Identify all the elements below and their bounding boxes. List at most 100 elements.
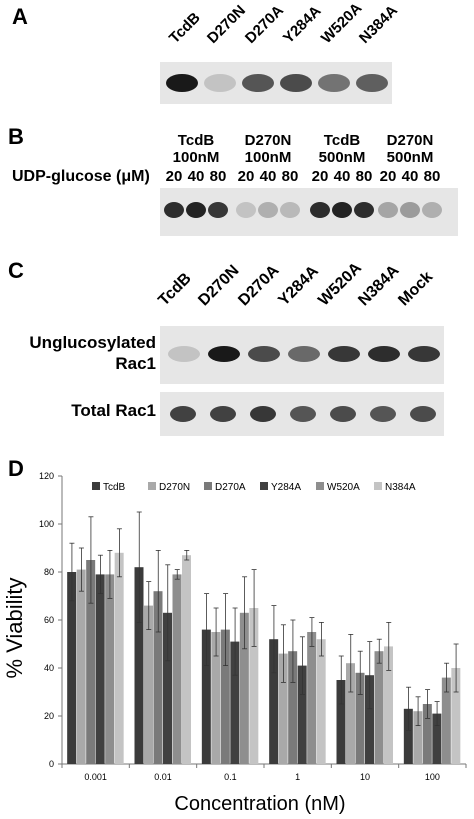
legend-label-tcdb: TcdB — [103, 482, 126, 493]
panel-c-lane-w520a: W520A — [315, 259, 366, 310]
panel-a-band — [356, 74, 388, 92]
panel-b-band — [310, 202, 330, 218]
y-tick-label: 60 — [44, 615, 54, 625]
unglucosylated-rac1-band — [168, 346, 200, 362]
panel-b-group-conc: 100nM — [172, 149, 220, 166]
panel-b-group-name: D270N — [386, 132, 434, 149]
unglucosylated-rac1-band — [208, 346, 240, 362]
bar-y284a — [432, 713, 442, 764]
unglucosylated-rac1-band — [328, 346, 360, 362]
legend-swatch-d270n — [148, 482, 156, 490]
panel-b-dose-label: 80 — [281, 168, 299, 185]
y-tick-label: 0 — [49, 759, 54, 769]
bar-n384a — [182, 555, 191, 764]
panel-b-band — [422, 202, 442, 218]
bar-d270n — [76, 569, 86, 764]
y-tick-label: 120 — [39, 471, 54, 481]
unglucosylated-rac1-band — [368, 346, 400, 362]
panel-b-blot — [160, 188, 458, 236]
bar-w520a — [172, 574, 182, 764]
bar-d270a — [153, 591, 163, 764]
bar-d270a — [422, 704, 432, 764]
panel-c-lane-d270a: D270A — [235, 262, 283, 310]
panel-b-dose-label: 80 — [209, 168, 227, 185]
panel-b-dose-label: 40 — [187, 168, 205, 185]
x-tick-label: 10 — [360, 772, 370, 782]
chart-bars — [67, 511, 461, 764]
bar-tcdb — [336, 680, 346, 764]
panel-b-group-conc: 500nM — [318, 149, 366, 166]
panel-b-dose-label: 40 — [401, 168, 419, 185]
bar-w520a — [239, 612, 249, 764]
panel-c-total-blot — [160, 392, 444, 436]
x-tick-label: 0.1 — [224, 772, 237, 782]
panel-b-band — [164, 202, 184, 218]
panel-b-band — [208, 202, 228, 218]
x-axis-label: Concentration (nM) — [174, 793, 345, 815]
panel-b-dose-label: 20 — [237, 168, 255, 185]
panel-b-band — [280, 202, 300, 218]
unglucosylated-rac1-band — [408, 346, 440, 362]
panel-a-blot — [160, 62, 392, 104]
bar-n384a — [316, 639, 326, 764]
panel-b-group-name: D270N — [244, 132, 292, 149]
bar-w520a — [307, 632, 317, 764]
panel-b-band — [400, 202, 420, 218]
panel-a-lane-y284a: Y284A — [279, 2, 325, 48]
bar-tcdb — [403, 708, 413, 764]
legend-swatch-tcdb — [92, 482, 100, 490]
panel-a-band — [204, 74, 236, 92]
total-rac1-band — [370, 406, 396, 422]
legend-label-y284a: Y284A — [271, 482, 301, 493]
panel-a-band — [242, 74, 274, 92]
panel-b-band — [258, 202, 278, 218]
bar-tcdb — [269, 639, 279, 764]
panel-a-lane-d270n: D270N — [203, 1, 250, 47]
bar-y284a — [297, 665, 307, 764]
total-rac1-band — [170, 406, 196, 422]
panel-a-band — [318, 74, 350, 92]
y-tick-label: 80 — [44, 567, 54, 577]
total-rac1-band — [330, 406, 356, 422]
viability-bar-chart: TcdB D270N D270A Y284A W520A N384A 0 20 40 60 80 1… — [2, 471, 467, 815]
bar-y284a — [230, 641, 240, 764]
panel-b-dose-label: 20 — [165, 168, 183, 185]
bar-d270n — [144, 605, 153, 764]
panel-b-dose-label: 40 — [333, 168, 351, 185]
legend-label-w520a: W520A — [327, 482, 360, 493]
udp-glucose-label: UDP-glucose (μM) — [12, 168, 150, 185]
panel-c-label: C — [8, 258, 24, 283]
bar-w520a — [374, 651, 384, 764]
y-tick-label: 100 — [39, 519, 54, 529]
total-rac1-band — [250, 406, 276, 422]
bar-y284a — [95, 574, 105, 764]
panel-a-band — [280, 74, 312, 92]
panel-b-group-conc: 100nM — [244, 149, 292, 166]
panel-a-lane-d270a: D270A — [241, 1, 288, 47]
bar-n384a — [114, 552, 124, 764]
x-tick-label: 0.001 — [84, 772, 107, 782]
bar-y284a — [365, 675, 374, 764]
panel-b-band — [186, 202, 206, 218]
legend-label-n384a: N384A — [385, 482, 416, 493]
panel-b-band — [332, 202, 352, 218]
panel-b-band — [378, 202, 398, 218]
panel-b-dose-label: 40 — [259, 168, 277, 185]
panel-a-label: A — [12, 4, 28, 29]
panel-d-label: D — [8, 456, 24, 481]
chart-axes: 0 20 40 60 80 100 120 0.001 0.01 0.1 1 10 100 — [39, 471, 467, 782]
panel-b-band — [354, 202, 374, 218]
bar-d270n — [346, 663, 355, 764]
total-rac1-band — [210, 406, 236, 422]
panel-c-lane-d270n: D270N — [195, 262, 243, 310]
legend-swatch-y284a — [260, 482, 268, 490]
bar-n384a — [249, 608, 259, 764]
panel-c-lane-y284a: Y284A — [275, 262, 322, 310]
bar-d270a — [86, 560, 96, 764]
bar-d270n — [278, 653, 288, 764]
bar-tcdb — [201, 629, 211, 764]
bar-tcdb — [134, 567, 144, 764]
panel-b-group-name: TcdB — [323, 132, 361, 149]
panel-a-band — [166, 74, 198, 92]
legend-label-d270n: D270N — [159, 482, 190, 493]
